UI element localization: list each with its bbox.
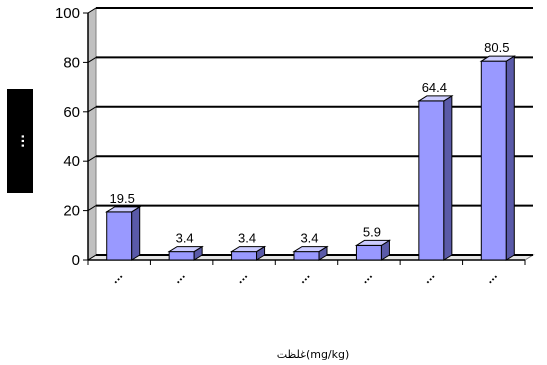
y-tick-label: 60	[63, 104, 80, 121]
y-tick-label: 100	[55, 5, 80, 22]
gridline-diagonal	[87, 7, 97, 14]
bar-top	[229, 246, 267, 253]
bar-side	[505, 55, 515, 261]
y-tick-label: 0	[72, 252, 80, 269]
data-label: 3.4	[300, 231, 318, 246]
gridline-diagonal	[87, 106, 97, 113]
bar-group	[479, 55, 517, 261]
gridlines	[87, 7, 533, 261]
bar-top	[292, 246, 329, 253]
bar-group	[354, 239, 392, 261]
bar	[418, 100, 445, 261]
x-category-label: ...	[359, 270, 375, 286]
bar-side	[443, 95, 453, 261]
bar-top	[104, 206, 142, 213]
data-label: 3.4	[176, 231, 194, 246]
bar-top	[354, 239, 392, 246]
gridline-diagonal	[87, 56, 97, 63]
data-label: 5.9	[363, 224, 381, 239]
bar	[355, 244, 382, 261]
y-tick-labels: 0 20 40 60 80 100	[55, 5, 88, 269]
x-category-label: ...	[297, 270, 313, 286]
bar-group	[292, 245, 329, 261]
bar-top	[167, 246, 204, 253]
x-category-label: ...	[422, 270, 438, 286]
bar	[168, 251, 195, 261]
x-category-label: ...	[109, 270, 125, 286]
x-category-labels: .....................	[87, 260, 526, 286]
y-tick-label: 20	[63, 203, 80, 220]
gridline-diagonal	[87, 205, 97, 212]
bar	[480, 60, 507, 261]
x-category-label: ...	[234, 270, 250, 286]
bar-group	[417, 95, 454, 261]
bar	[231, 251, 258, 261]
y-axis-title: ...	[13, 134, 27, 148]
axes	[87, 13, 525, 261]
bar-side	[131, 205, 141, 261]
bar-group	[167, 245, 204, 261]
chart-side-wall	[87, 7, 97, 261]
x-category-label: ...	[484, 270, 500, 286]
data-labels: 19.5 3.4 3.4 3.4 5.9 64.4 80.5	[110, 40, 510, 245]
x-axis-title: غلظت(mg/kg)	[277, 348, 350, 361]
y-tick-label: 40	[63, 153, 80, 170]
bar-top	[417, 95, 454, 102]
bar-top	[479, 55, 517, 62]
bar-group	[104, 205, 142, 261]
bar	[293, 251, 320, 261]
bar	[106, 211, 133, 261]
gridline-diagonal	[87, 155, 97, 162]
chart-walls	[86, 7, 535, 261]
gridline-diagonal	[87, 254, 97, 261]
bars	[104, 55, 517, 261]
bar-group	[229, 245, 267, 261]
x-category-label: ...	[172, 270, 188, 286]
data-label: 3.4	[238, 231, 256, 246]
data-label: 80.5	[484, 40, 509, 55]
y-axis-title-box: ...	[7, 89, 33, 193]
data-label: 64.4	[422, 80, 447, 95]
data-label: 19.5	[110, 191, 135, 206]
y-tick-label: 80	[63, 54, 80, 71]
